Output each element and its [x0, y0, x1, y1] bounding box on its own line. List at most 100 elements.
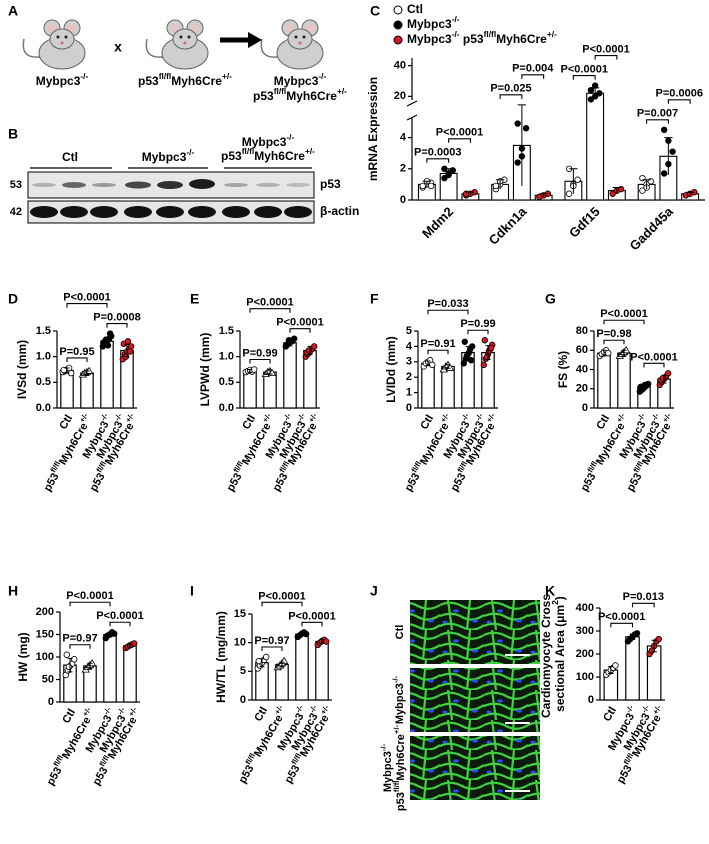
- bar: [617, 352, 631, 409]
- blot-bands: [30, 179, 312, 218]
- data-point: [124, 338, 132, 345]
- error-bar: [425, 360, 431, 367]
- x-tick-label: Ctl: [601, 705, 619, 724]
- data-point: [609, 190, 616, 197]
- significance-bracket: [301, 621, 323, 627]
- error-bar: [661, 374, 667, 384]
- legend-marker: [393, 35, 403, 45]
- superscript: -/-: [624, 703, 636, 714]
- significance-label: P<0.0001: [600, 308, 647, 320]
- superscript: -/-: [459, 411, 471, 422]
- superscript: -/-: [379, 743, 388, 751]
- error-bar: [267, 369, 273, 375]
- y-tick-label: 2: [406, 371, 412, 383]
- error-bar: [67, 657, 73, 673]
- significance-label: P<0.0001: [246, 297, 293, 309]
- significance-label: P<0.0001: [288, 610, 335, 622]
- error-bar: [127, 643, 133, 649]
- significance-label: P<0.0001: [598, 611, 645, 623]
- x-tick-label: Ctl: [240, 413, 258, 432]
- row-label: Ctl: [394, 625, 406, 640]
- panel-label: F: [370, 291, 379, 307]
- bar: [80, 372, 94, 409]
- superscript: +/-: [80, 705, 93, 718]
- y-tick-label: 0: [588, 694, 594, 706]
- error-bar: [107, 631, 113, 638]
- legend-label: Mybpc3-/-: [407, 14, 460, 31]
- data-point: [111, 630, 118, 637]
- error-bar: [247, 369, 253, 374]
- significance-bracket: [603, 319, 645, 325]
- panel-label: C: [370, 3, 380, 19]
- error-bar: [608, 666, 614, 675]
- y-tick-label: 40: [394, 60, 406, 72]
- significance-label: P=0.97: [254, 635, 289, 647]
- legend-label: Ctl: [407, 2, 423, 16]
- superscript: -/-: [452, 29, 460, 39]
- y-axis-label: LVPWd (mm): [198, 333, 212, 407]
- bar: [625, 636, 640, 701]
- superscript: fl/fl: [621, 751, 635, 765]
- error-bar: [299, 631, 305, 637]
- y-tick-label: 40: [576, 363, 588, 375]
- bar: [441, 365, 455, 409]
- data-point: [106, 330, 114, 337]
- significance-bracket: [610, 622, 634, 628]
- superscript: -/-: [112, 411, 124, 422]
- y-tick-label: 0: [582, 402, 588, 414]
- data-point: [665, 370, 672, 377]
- y-axis-label: HW/TL (mg/mm): [214, 611, 228, 703]
- superscript: -/-: [473, 411, 485, 422]
- y-tick-label: 10: [234, 637, 246, 649]
- y-tick-label: 200: [36, 606, 54, 618]
- significance-bracket: [646, 119, 669, 124]
- error-bar: [621, 349, 627, 357]
- error-bar: [279, 661, 285, 668]
- significance-bracket: [521, 74, 545, 79]
- y-tick-label: 1.0: [219, 351, 234, 363]
- protein-label: p53: [320, 177, 341, 191]
- significance-bracket: [667, 99, 691, 104]
- error-bar: [651, 639, 657, 653]
- significance-label: P<0.0001: [561, 64, 608, 76]
- data-point: [660, 170, 668, 177]
- y-tick-label: 20: [394, 90, 406, 102]
- significance-bracket: [427, 349, 449, 355]
- superscript: +/-: [222, 71, 232, 81]
- superscript: fl/fl: [242, 146, 255, 156]
- y-tick-label: 4: [406, 340, 413, 352]
- data-point: [427, 182, 435, 190]
- superscript: fl/fl: [159, 71, 172, 81]
- y-tick-label: 0: [406, 402, 412, 414]
- significance-bracket: [261, 646, 283, 651]
- superscript: -/-: [98, 411, 110, 422]
- data-point: [63, 651, 70, 658]
- superscript: -/-: [293, 703, 305, 714]
- error-bar: [445, 364, 451, 369]
- error-bar: [259, 658, 265, 668]
- panel-label: B: [8, 126, 18, 142]
- y-tick-label: 20: [576, 383, 588, 395]
- y-axis-label: LVIDd (mm): [384, 336, 398, 402]
- error-bar: [664, 137, 673, 176]
- data-point: [633, 630, 641, 637]
- significance-bracket: [427, 309, 469, 315]
- bar: [421, 362, 435, 409]
- significance-label: P=0.033: [427, 298, 468, 310]
- y-tick-label: 5: [240, 665, 246, 677]
- y-tick-label: 1.0: [36, 351, 51, 363]
- significance-bracket: [631, 602, 655, 608]
- significance-label: P=0.95: [59, 346, 94, 358]
- significance-bracket: [261, 601, 303, 607]
- group-label: Ctl: [62, 150, 78, 164]
- data-point: [305, 347, 313, 354]
- arrow-head: [248, 32, 262, 48]
- superscript: fl/fl: [455, 459, 469, 473]
- superscript: fl/fl: [94, 459, 108, 473]
- significance-bracket: [69, 601, 111, 607]
- y-tick-label: 0: [400, 194, 406, 206]
- data-point: [612, 662, 619, 669]
- y-tick-label: 0.0: [36, 402, 51, 414]
- error-bar: [685, 191, 695, 196]
- superscript: +/-: [484, 411, 497, 424]
